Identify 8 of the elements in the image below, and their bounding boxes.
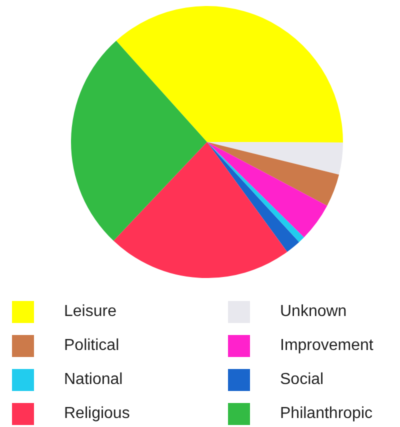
legend-label: Leisure: [64, 303, 116, 321]
legend-label: Improvement: [280, 337, 374, 355]
legend-label: Philanthropic: [280, 405, 372, 423]
legend-label: Unknown: [280, 303, 347, 321]
legend-label: Religious: [64, 405, 130, 423]
legend-label: Social: [280, 371, 324, 389]
legend-label: Political: [64, 337, 120, 355]
legend-label: National: [64, 371, 123, 389]
